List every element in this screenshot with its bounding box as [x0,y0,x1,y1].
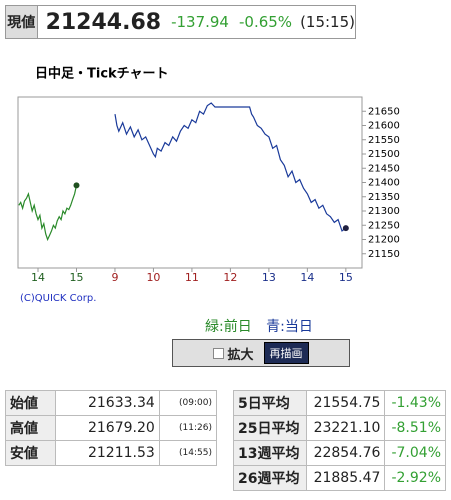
series-line [114,102,347,232]
cell: 26週平均 [233,465,307,491]
y-tick-label: 21400 [368,178,400,189]
legend-entry: 青:当日 [266,319,313,335]
x-tick-label: 14 [31,271,45,284]
time: (15:15) [300,13,355,31]
y-tick-label: 21600 [368,121,400,132]
redraw-button[interactable]: 再描画 [263,342,309,364]
x-tick-label: 15 [69,271,83,284]
cell: 高値 [4,415,57,441]
cell: (14:55) [158,440,218,466]
x-tick-label: 14 [300,271,314,284]
x-tick-label: 13 [262,271,276,284]
cell: 21554.75 [305,390,386,416]
y-tick-label: 21350 [368,192,400,203]
series-line [18,185,78,242]
cell: (09:00) [158,390,218,416]
averages-table: 5日平均 21554.75 -1.43% 25日平均 23221.10 -8.51% 1… [233,390,446,491]
quote-header: 現値 21244.68 -137.94 -0.65% (15:15) [5,5,356,39]
cell: 安値 [4,440,57,466]
cell: 22854.76 [305,440,386,466]
cell: 21885.47 [305,465,386,491]
legend-entry: 緑:前日 [205,319,252,335]
y-tick-label: 21250 [368,220,400,231]
ohlc-table: 始値 21633.34 (09:00) 高値 21679.20 (11:26) 安値 21… [4,390,218,466]
y-tick-label: 21150 [368,249,400,260]
copyright: (C)QUICK Corp. [20,293,96,304]
cell: -7.04% [384,440,446,466]
cell: 23221.10 [305,415,386,441]
x-tick-label: 11 [185,271,199,284]
cell: 25日平均 [233,415,307,441]
controls: 拡大 再描画 [172,339,350,367]
x-tick-label: 10 [146,271,160,284]
cell: -8.51% [384,415,446,441]
cell: -1.43% [384,390,446,416]
legend: 緑:前日 青:当日 [205,316,313,336]
cell: 21679.20 [55,415,160,441]
y-tick-label: 21450 [368,163,400,174]
checkbox[interactable] [213,347,225,359]
end-marker [342,225,349,232]
y-tick-label: 21500 [368,149,400,160]
cell: 21211.53 [55,440,160,466]
change-pct: -0.65% [238,13,293,31]
cell: (11:26) [158,415,218,441]
x-tick-label: 9 [111,271,118,284]
x-tick-label: 15 [339,271,353,284]
y-tick-label: 21200 [368,235,400,246]
y-tick-label: 21300 [368,206,400,217]
y-tick-label: 21550 [368,135,400,146]
cell: 13週平均 [233,440,307,466]
label: 現値 [6,6,38,38]
cell: -2.92% [384,465,446,491]
end-marker [73,182,80,189]
price: 21244.68 [45,9,162,35]
chart-title: 日中足・Tickチャート [35,66,169,82]
cell: 21633.34 [55,390,160,416]
x-tick-label: 12 [223,271,237,284]
cell: 始値 [4,390,57,416]
y-tick-label: 21650 [368,106,400,117]
checkbox-label: 拡大 [227,347,254,363]
chart: 日中足・Tickチャート (C)QUICK Corp. 21150 21200 21… [17,66,400,304]
change: -137.94 [171,13,229,31]
cell: 5日平均 [233,390,307,416]
